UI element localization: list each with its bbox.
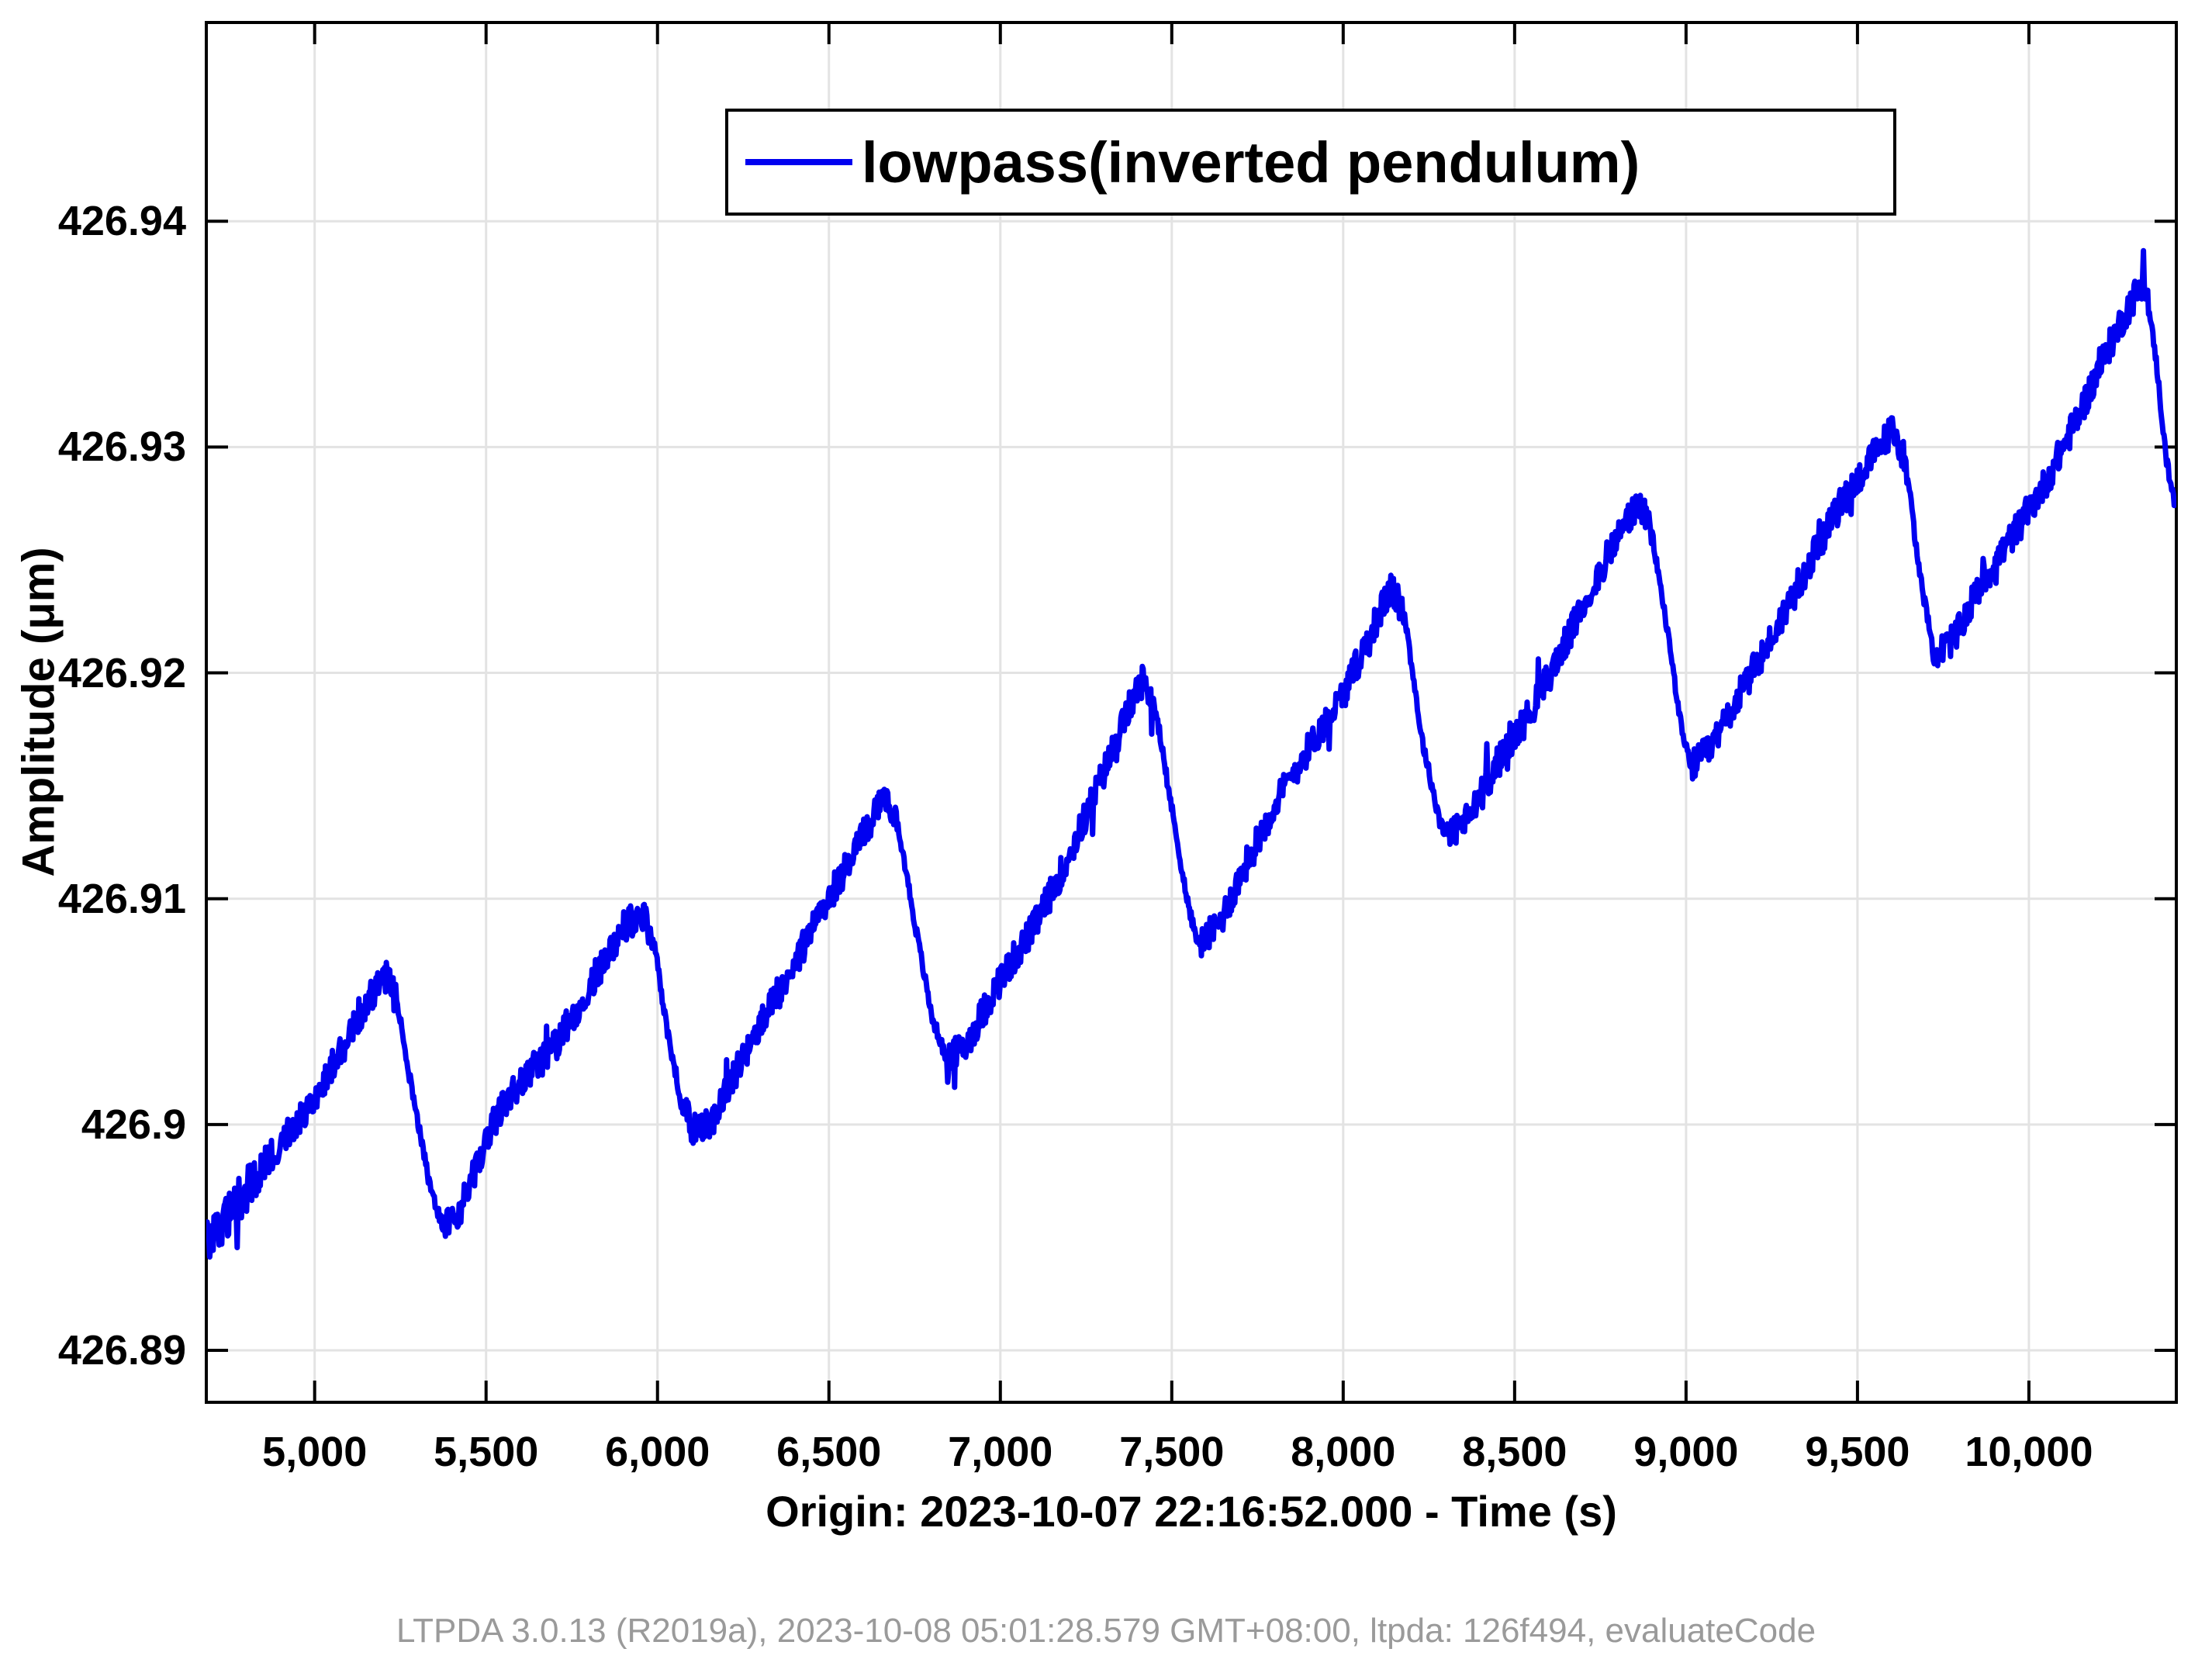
y-tick-label: 426.93 (57, 423, 186, 471)
y-axis-title: Amplitude (μm) (13, 547, 64, 877)
x-tick-label: 6,000 (605, 1429, 710, 1475)
y-tick-label: 426.92 (57, 649, 186, 696)
x-tick-label: 6,500 (776, 1429, 882, 1475)
y-tick-label: 426.89 (57, 1327, 186, 1374)
legend-series-label: lowpass(inverted pendulum) (862, 130, 1640, 195)
x-tick-label: 10,000 (1965, 1429, 2093, 1475)
x-tick-label: 7,000 (948, 1429, 1053, 1475)
legend-line-sample-icon (745, 159, 852, 165)
x-tick-label: 9,500 (1805, 1429, 1910, 1475)
y-tick-label: 426.91 (57, 875, 186, 922)
y-tick-label: 426.94 (57, 198, 186, 245)
series-lowpass-inverted-pendulum (206, 247, 2176, 1260)
x-tick-label: 8,000 (1291, 1429, 1396, 1475)
x-tick-label: 8,500 (1462, 1429, 1567, 1475)
x-axis-title: Origin: 2023-10-07 22:16:52.000 - Time (… (766, 1487, 1617, 1536)
axes-box (205, 21, 2178, 1404)
x-tick-label: 9,000 (1633, 1429, 1739, 1475)
y-tick-label: 426.9 (81, 1101, 186, 1148)
x-tick-label: 7,500 (1119, 1429, 1225, 1475)
legend: lowpass(inverted pendulum) (725, 109, 1896, 216)
footer-provenance-text: LTPDA 3.0.13 (R2019a), 2023-10-08 05:01:… (396, 1612, 1816, 1650)
x-tick-label: 5,500 (434, 1429, 539, 1475)
x-tick-label: 5,000 (262, 1429, 368, 1475)
